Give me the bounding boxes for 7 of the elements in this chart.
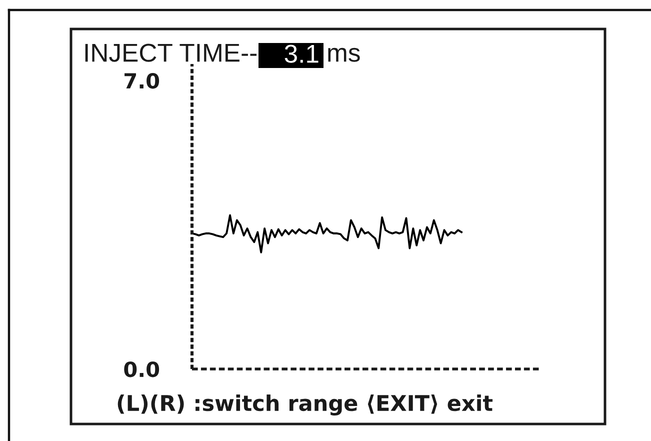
chart-title: INJECT TIME-- — [85, 44, 257, 62]
y-tick-label: 7.0 — [124, 72, 160, 89]
text: ms — [328, 48, 360, 62]
line-series — [192, 214, 462, 254]
text: (L)(R) :switch range ⟨EXIT⟩ exit — [118, 394, 493, 416]
y-tick-label: 0.0 — [124, 361, 160, 378]
text: 3.1 — [284, 44, 318, 63]
